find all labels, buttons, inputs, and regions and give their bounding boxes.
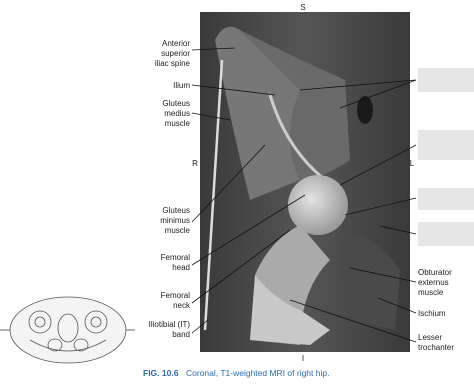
label: medius — [164, 109, 190, 118]
label: trochanter — [418, 343, 454, 352]
label: Femoral — [161, 253, 191, 262]
label: head — [172, 263, 190, 272]
blank-box — [418, 130, 474, 160]
label: muscle — [418, 288, 444, 297]
label: Lesser — [418, 333, 442, 342]
caption-text: Coronal, T1-weighted MRI of right hip. — [186, 368, 329, 378]
orientation-label: R — [192, 159, 198, 168]
label: Femoral — [161, 291, 191, 300]
label: iliac spine — [155, 59, 191, 68]
label: Ilium — [173, 81, 190, 90]
label: superior — [161, 49, 190, 58]
mri-image — [200, 12, 410, 352]
figure-number: FIG. 10.6 — [143, 368, 179, 378]
label: muscle — [165, 119, 191, 128]
label: Ischium — [418, 309, 446, 318]
label: Iliotibial (IT) — [149, 320, 191, 329]
label: minimus — [160, 216, 190, 225]
label: muscle — [165, 226, 191, 235]
orientation-label: S — [300, 3, 305, 12]
blank-box — [418, 68, 474, 92]
label: Obturator — [418, 268, 452, 277]
label: Gluteus — [162, 99, 190, 108]
cross-section-icon — [0, 296, 135, 364]
label: Anterior — [162, 39, 190, 48]
orientation-label: L — [410, 159, 415, 168]
orientation-label: I — [302, 354, 304, 363]
label: Gluteus — [162, 206, 190, 215]
label: band — [172, 330, 190, 339]
leader-lines — [191, 47, 417, 343]
label: externus — [418, 278, 449, 287]
blank-box — [418, 222, 474, 246]
label: neck — [173, 301, 191, 310]
blank-box — [418, 188, 474, 210]
